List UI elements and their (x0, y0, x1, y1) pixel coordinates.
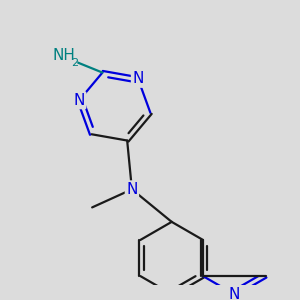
Text: N: N (132, 71, 144, 86)
Text: NH: NH (53, 48, 76, 63)
Text: N: N (74, 93, 85, 108)
Text: N: N (229, 287, 240, 300)
Text: N: N (126, 182, 138, 197)
Text: 2: 2 (71, 58, 78, 68)
